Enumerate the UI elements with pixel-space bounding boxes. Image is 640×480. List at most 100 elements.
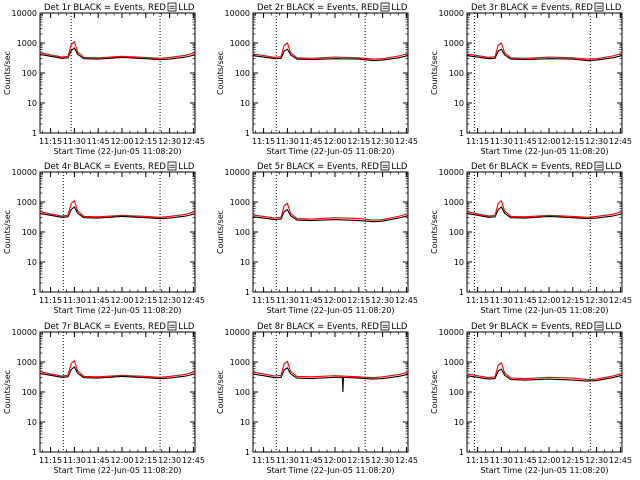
series-line (39, 366, 196, 380)
series-line (252, 366, 409, 393)
x-tick-label: 11:15 (252, 137, 275, 146)
chart-panel: Det 9r BLACK = Events, RED = LLD 1 10 100 10… (430, 321, 632, 475)
x-tick-label: 12:00 (110, 456, 133, 465)
x-tick-label: 12:15 (561, 137, 584, 146)
y-tick-label: 10000 (225, 168, 250, 177)
x-tick-label: 12:15 (561, 456, 584, 465)
x-tick-label: 11:30 (276, 137, 299, 146)
chart-panel: Det 6r BLACK = Events, RED = LLD 1 10 100 10… (430, 161, 632, 315)
x-axis-label: Start Time (22-Jun-05 11:08:20) (481, 466, 609, 475)
x-tick-label: 11:45 (514, 456, 537, 465)
y-tick-label: 100 (449, 69, 464, 78)
y-tick-label: 1000 (17, 198, 37, 207)
series-line (252, 208, 409, 223)
x-tick-label: 12:45 (182, 296, 205, 305)
x-tick-label: 12:00 (323, 456, 346, 465)
x-tick-label: 12:30 (158, 296, 181, 305)
y-tick-label: 10000 (439, 168, 464, 177)
y-tick-label: 1 (459, 288, 464, 297)
chart-title: Det 9r BLACK = Events, RED = LLD (471, 322, 622, 332)
x-tick-label: 11:45 (300, 296, 323, 305)
y-axis-label: Counts/sec (216, 370, 225, 414)
legend-box-icon (380, 321, 390, 331)
y-tick-label: 1000 (230, 39, 250, 48)
x-tick-label: 12:15 (561, 296, 584, 305)
x-tick-label: 11:45 (514, 296, 537, 305)
chart-title: Det 7r BLACK = Events, RED = LLD (44, 322, 195, 332)
x-tick-label: 11:30 (490, 137, 513, 146)
y-tick-label: 1 (32, 448, 37, 457)
y-tick-label: 10 (27, 418, 37, 427)
x-tick-label: 12:45 (609, 296, 632, 305)
series-line (39, 47, 196, 61)
x-tick-label: 11:45 (514, 137, 537, 146)
y-axis-label: Counts/sec (3, 370, 12, 414)
y-tick-label: 10 (454, 418, 464, 427)
y-tick-label: 10 (240, 99, 250, 108)
y-tick-label: 10000 (439, 328, 464, 337)
series-line (466, 368, 623, 382)
plot-frame (39, 12, 196, 134)
x-tick-label: 12:45 (609, 456, 632, 465)
x-tick-label: 12:15 (347, 296, 370, 305)
legend-box-icon (594, 2, 604, 12)
x-tick-label: 11:45 (300, 137, 323, 146)
y-tick-label: 10 (27, 99, 37, 108)
x-tick-label: 12:00 (537, 296, 560, 305)
y-axis-label: Counts/sec (430, 370, 439, 414)
legend-box-icon (167, 321, 177, 331)
plot-frame (466, 171, 623, 293)
x-tick-label: 12:30 (371, 137, 394, 146)
y-tick-label: 1 (245, 448, 250, 457)
x-axis-label: Start Time (22-Jun-05 11:08:20) (267, 466, 395, 475)
x-tick-label: 12:15 (134, 456, 157, 465)
x-tick-label: 12:30 (371, 456, 394, 465)
y-tick-label: 1000 (17, 39, 37, 48)
y-tick-label: 1 (245, 288, 250, 297)
x-axis-label: Start Time (22-Jun-05 11:08:20) (54, 306, 182, 315)
legend-box-icon (594, 321, 604, 331)
y-tick-label: 1 (245, 129, 250, 138)
x-tick-label: 11:30 (63, 137, 86, 146)
series-line (39, 199, 196, 218)
x-tick-label: 12:30 (158, 137, 181, 146)
y-tick-label: 100 (235, 69, 250, 78)
chart-title: Det 8r BLACK = Events, RED = LLD (257, 322, 408, 332)
legend-box-icon (167, 161, 177, 171)
x-tick-label: 11:30 (276, 456, 299, 465)
y-tick-label: 10000 (12, 328, 37, 337)
y-axis-label: Counts/sec (430, 51, 439, 95)
x-axis-label: Start Time (22-Jun-05 11:08:20) (54, 466, 182, 475)
y-tick-label: 1000 (444, 39, 464, 48)
x-tick-label: 12:00 (110, 137, 133, 146)
y-tick-label: 10000 (225, 328, 250, 337)
legend-box-icon (594, 161, 604, 171)
x-tick-label: 12:15 (134, 137, 157, 146)
x-tick-label: 12:00 (537, 456, 560, 465)
plot-frame (466, 331, 623, 453)
series-line (466, 206, 623, 220)
x-tick-label: 11:45 (87, 137, 110, 146)
y-tick-label: 100 (449, 388, 464, 397)
x-tick-label: 11:30 (490, 456, 513, 465)
y-tick-label: 100 (22, 228, 37, 237)
chart-panel: Det 5r BLACK = Events, RED = LLD 1 10 100 10… (216, 161, 418, 315)
x-tick-label: 12:45 (395, 137, 418, 146)
chart-title: Det 1r BLACK = Events, RED = LLD (44, 3, 195, 13)
series-line (252, 202, 409, 221)
x-tick-label: 11:15 (466, 296, 489, 305)
y-tick-label: 10000 (12, 9, 37, 18)
y-tick-label: 10 (27, 258, 37, 267)
series-line (466, 42, 623, 60)
x-tick-label: 12:30 (585, 137, 608, 146)
y-tick-label: 10 (454, 99, 464, 108)
y-tick-label: 1000 (444, 358, 464, 367)
y-tick-label: 100 (235, 388, 250, 397)
y-tick-label: 10 (240, 258, 250, 267)
series-line (39, 40, 196, 59)
x-tick-label: 11:15 (252, 456, 275, 465)
x-tick-label: 12:45 (395, 296, 418, 305)
y-tick-label: 1 (32, 288, 37, 297)
x-tick-label: 11:15 (39, 456, 62, 465)
